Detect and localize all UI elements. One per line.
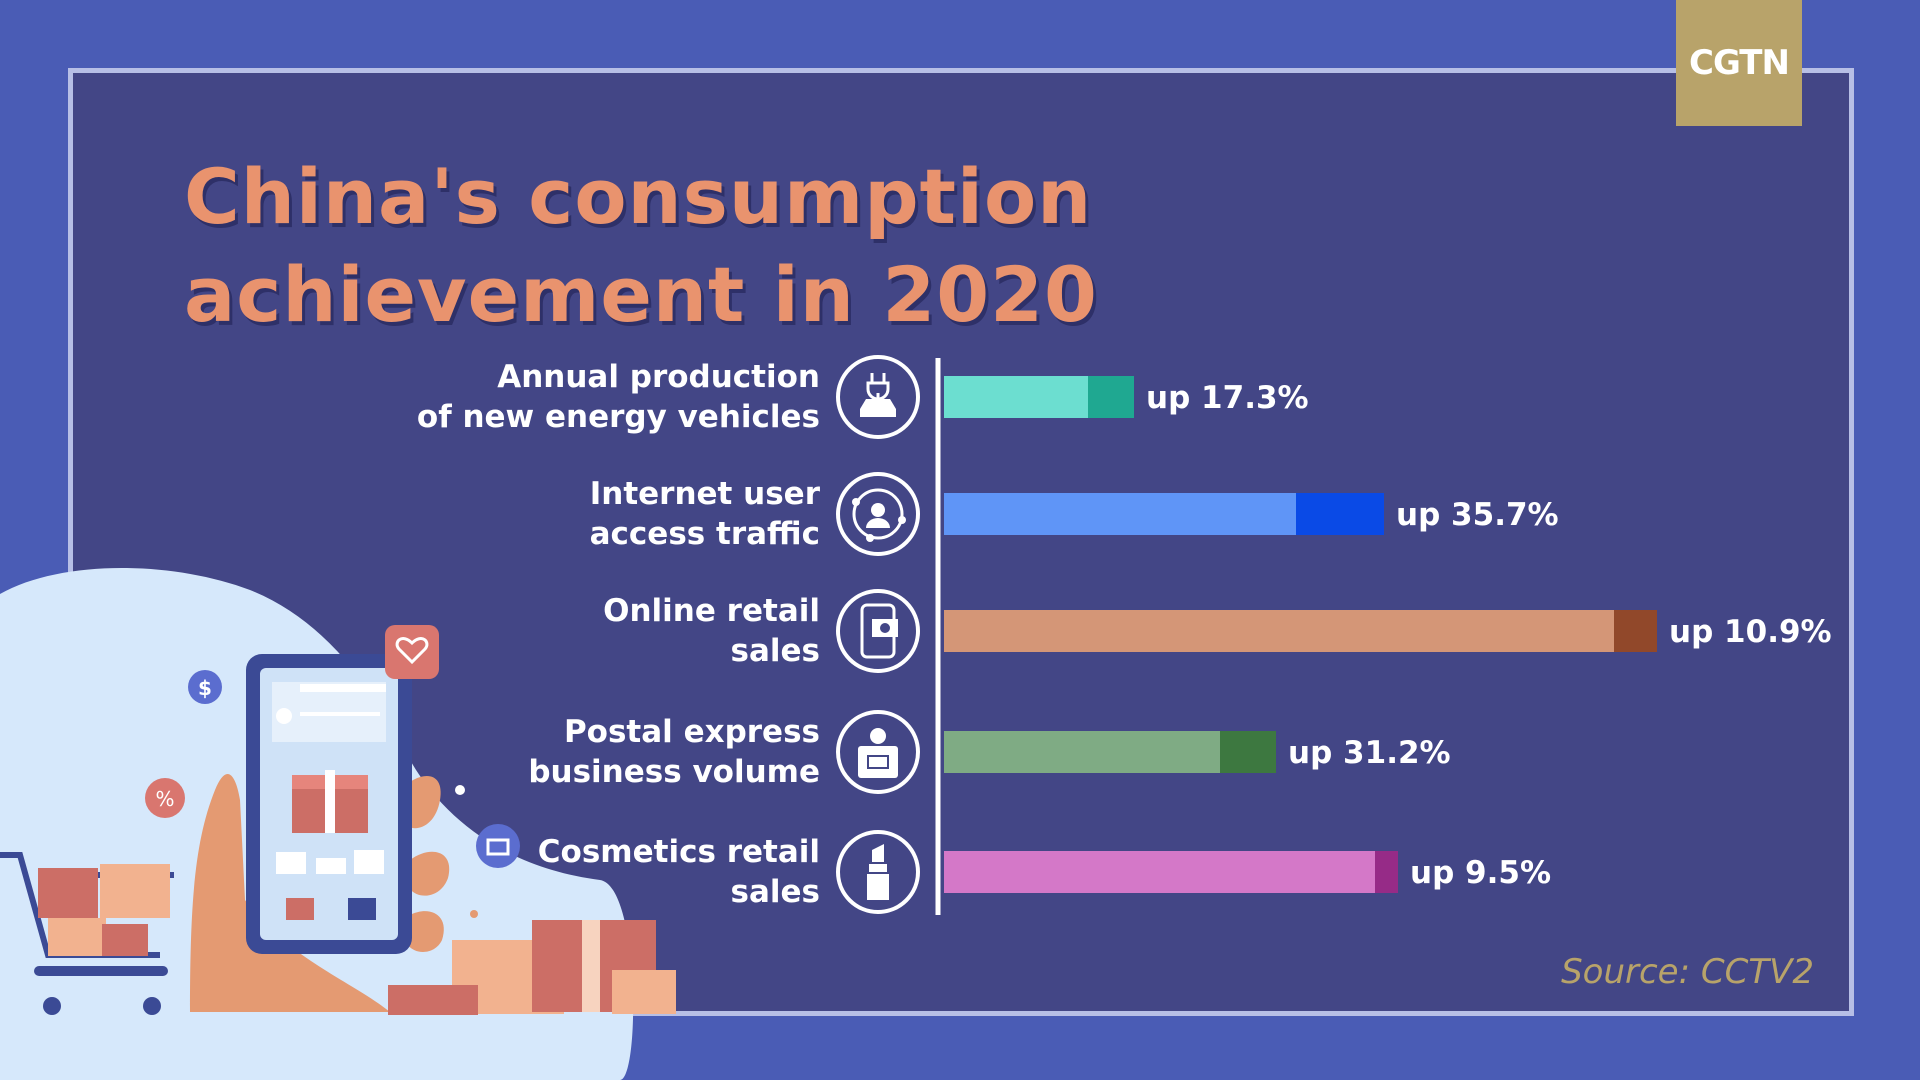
bar-row-3: Online retail sales up 10.9% xyxy=(603,589,1832,673)
cgtn-logo: CGTN xyxy=(1676,0,1802,126)
bar-row-1: Annual production of new energy vehicles u… xyxy=(417,355,1309,439)
category-label: Postal express xyxy=(564,714,820,750)
ev-charging-icon xyxy=(836,355,920,439)
bar-end xyxy=(1614,610,1657,652)
value-label: up 31.2% xyxy=(1288,735,1451,771)
svg-text:$: $ xyxy=(198,676,212,700)
svg-text:%: % xyxy=(155,787,174,811)
mobile-payment-icon xyxy=(836,589,920,673)
network-user-icon xyxy=(836,472,920,556)
bar xyxy=(944,493,1296,535)
category-label: Cosmetics retail xyxy=(538,834,820,870)
bar-end xyxy=(1296,493,1384,535)
category-label: sales xyxy=(731,633,820,669)
bar-row-2: Internet user access traffic up 35.7% xyxy=(590,472,1559,556)
category-label: Annual production xyxy=(497,359,820,395)
category-label: Online retail xyxy=(603,593,820,629)
lipstick-icon xyxy=(836,830,920,914)
courier-box-icon xyxy=(836,710,920,794)
bar-row-5: Cosmetics retail sales up 9.5% xyxy=(538,830,1551,914)
value-label: up 9.5% xyxy=(1410,855,1551,891)
bar xyxy=(944,731,1220,773)
value-label: up 17.3% xyxy=(1146,380,1309,416)
category-label: access traffic xyxy=(590,516,820,552)
bar-end xyxy=(1375,851,1398,893)
value-label: up 10.9% xyxy=(1669,614,1832,650)
bar-end xyxy=(1088,376,1134,418)
category-label: Internet user xyxy=(590,476,821,512)
value-label: up 35.7% xyxy=(1396,497,1559,533)
bar xyxy=(944,376,1088,418)
bar xyxy=(944,610,1614,652)
bar-row-4: Postal express business volume up 31.2% xyxy=(528,710,1451,794)
source-note: Source: CCTV2 xyxy=(1561,952,1814,992)
category-label: business volume xyxy=(528,754,820,790)
category-label: sales xyxy=(731,874,820,910)
category-label: of new energy vehicles xyxy=(417,399,820,435)
bar-end xyxy=(1220,731,1276,773)
bar xyxy=(944,851,1375,893)
chart-title: China's consumption achievement in 2020 xyxy=(184,152,1098,339)
